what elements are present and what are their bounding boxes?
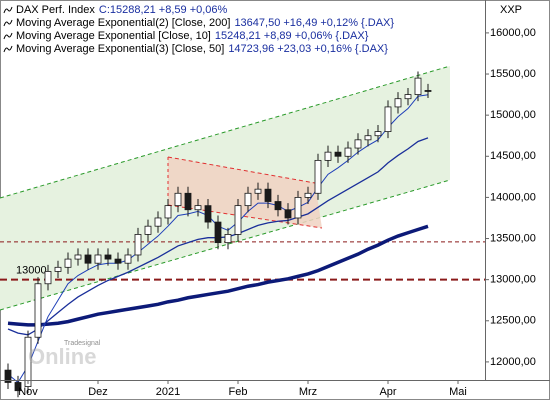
legend-entry: Moving Average Exponential(3) [Close, 50… — [16, 43, 388, 55]
candle-body — [394, 98, 402, 108]
candle-body — [34, 283, 42, 338]
candle-body — [94, 254, 102, 264]
candle-body — [404, 94, 412, 100]
candle-body — [364, 135, 372, 141]
legend-icon — [3, 45, 13, 53]
plot-area: 13000 — [0, 71, 485, 398]
candle-body — [24, 336, 32, 387]
legend-info: 15248,21 +8,89 +0,06% {.DAX} — [215, 30, 369, 42]
candle-body — [54, 266, 62, 272]
candle-body — [274, 201, 282, 211]
candle-body — [124, 254, 132, 264]
legend-name: Moving Average Exponential(2) [Close, 20… — [16, 17, 230, 29]
candle-body — [184, 192, 192, 211]
y-tick-label: 14000,00 — [490, 191, 536, 203]
y-tick-label: 15000,00 — [490, 109, 536, 121]
candle-body — [64, 258, 72, 268]
candle-body — [294, 197, 302, 219]
candle-body — [334, 151, 342, 157]
y-tick-label: 13000,00 — [490, 274, 536, 286]
candle-body — [14, 382, 22, 392]
x-tick-label: 2021 — [156, 386, 180, 398]
y-tick-label: 16000,00 — [490, 27, 536, 39]
x-tick-label: Apr — [379, 386, 396, 398]
candle-body — [4, 369, 12, 383]
candle-body — [414, 77, 422, 95]
y-tick-label: 15500,00 — [490, 68, 536, 80]
x-tick-label: Mai — [449, 386, 467, 398]
legend-entry: Moving Average Exponential(2) [Close, 20… — [16, 17, 394, 29]
candle-body — [194, 205, 202, 211]
level-label: 13000 — [16, 265, 47, 277]
symbol-label: XXP — [500, 4, 522, 16]
candle-body — [384, 106, 392, 133]
legend-info: 14723,96 +23,03 +0,16% {.DAX} — [228, 43, 388, 55]
candle-body — [84, 254, 92, 264]
candle-body — [424, 90, 432, 92]
legend-info: C:15288,21 +8,59 +0,06% — [99, 4, 228, 16]
candle-body — [264, 188, 272, 202]
candle-body — [44, 271, 52, 285]
legend-icon — [3, 19, 13, 27]
candle-body — [204, 205, 212, 223]
legend-icon — [3, 6, 13, 14]
watermark-main: Online — [28, 344, 96, 369]
y-tick-label: 12000,00 — [490, 356, 536, 368]
legend-name: Moving Average Exponential [Close, 10] — [16, 30, 211, 42]
legend-name: DAX Perf. Index — [16, 4, 95, 16]
triangle-upper — [167, 156, 316, 184]
candle-body — [74, 254, 82, 260]
candle-body — [234, 205, 242, 235]
legend-entry: Moving Average Exponential [Close, 10] 15… — [16, 30, 369, 42]
x-tick-label: Dez — [88, 386, 108, 398]
candle-body — [144, 225, 152, 235]
candle-body — [214, 221, 222, 244]
candle-body — [304, 192, 312, 198]
x-tick-label: Mrz — [299, 386, 317, 398]
channel-upper — [0, 65, 451, 199]
y-tick-label: 12500,00 — [490, 315, 536, 327]
candle-body — [114, 258, 122, 264]
x-tick-label: Feb — [229, 386, 248, 398]
candle-body — [284, 209, 292, 219]
ma-line — [7, 224, 429, 327]
candle-body — [164, 205, 172, 219]
candle-body — [354, 139, 362, 149]
channel-lower — [0, 179, 451, 311]
candle-body — [174, 192, 182, 207]
candle-body — [374, 131, 382, 137]
watermark-top: Tradesignal — [64, 340, 101, 347]
legend-name: Moving Average Exponential(3) [Close, 50… — [16, 43, 224, 55]
candle-body — [254, 188, 262, 194]
candle-body — [344, 147, 352, 157]
candle-body — [134, 234, 142, 256]
watermark: Tradesignal Online — [28, 340, 101, 369]
legend-info: 13647,50 +16,49 +0,12% {.DAX} — [234, 17, 394, 29]
legend-icon — [3, 32, 13, 40]
legend-entry: DAX Perf. Index C:15288,21 +8,59 +0,06% — [16, 4, 228, 16]
triangle-lower — [167, 204, 323, 229]
x-tick-label: Nov — [18, 386, 38, 398]
candle-body — [314, 159, 322, 194]
candle-body — [154, 217, 162, 227]
candle-body — [244, 192, 252, 207]
y-tick-label: 14500,00 — [490, 150, 536, 162]
candle-body — [104, 254, 112, 260]
candle-body — [324, 151, 332, 161]
legend: DAX Perf. Index C:15288,21 +8,59 +0,06%Mo… — [3, 4, 394, 55]
candle-body — [224, 234, 232, 244]
y-tick-label: 13500,00 — [490, 232, 536, 244]
